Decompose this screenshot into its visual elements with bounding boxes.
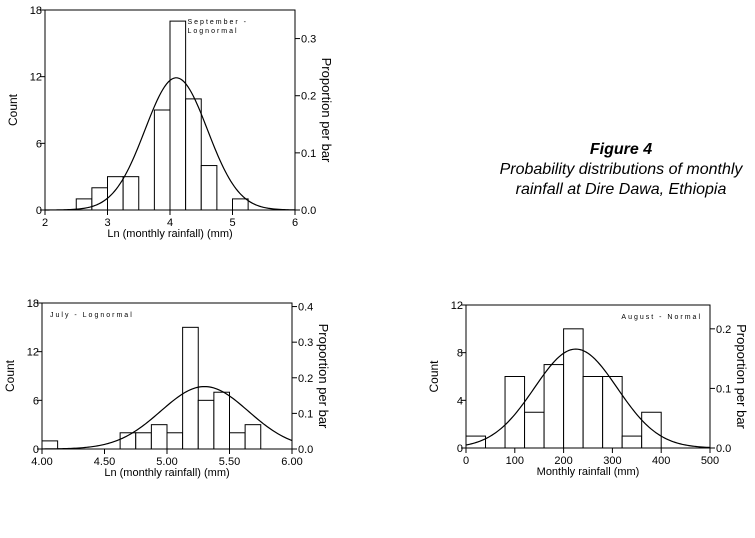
y-tick-label: 18: [30, 5, 42, 17]
y2-tick-label: 0.0: [716, 443, 731, 455]
x-tick-label: 100: [506, 455, 524, 467]
y2-tick-label: 0.4: [298, 302, 313, 314]
y-tick-label: 0: [457, 443, 463, 455]
y2-tick-label: 0.1: [298, 408, 313, 420]
x-axis-title: Ln (monthly rainfall) (mm): [104, 467, 229, 479]
figure-caption-text: Probability distributions of monthly rai…: [499, 161, 743, 198]
y-axis-title: Count: [6, 93, 20, 126]
y2-tick-label: 0.3: [298, 337, 313, 349]
histogram-bar: [200, 165, 218, 211]
x-tick-label: 400: [652, 455, 670, 467]
x-tick-label: 6.00: [281, 456, 302, 468]
y2-axis-title: Proportion per bar: [734, 324, 749, 429]
x-tick-label: 200: [554, 455, 572, 467]
x-tick-label: 4.50: [94, 456, 115, 468]
y-axis-title: Count: [427, 360, 441, 393]
x-tick-label: 4.00: [31, 456, 52, 468]
distribution-label: September -: [188, 19, 249, 26]
y2-tick-label: 0.0: [298, 444, 313, 456]
x-tick-label: 6: [292, 217, 298, 229]
distribution-label: August - Normal: [621, 314, 702, 321]
histogram-bar: [244, 424, 262, 450]
histogram-bar: [182, 326, 199, 450]
histogram-bar: [213, 391, 230, 450]
y-tick-label: 18: [27, 298, 39, 310]
x-tick-label: 2: [42, 217, 48, 229]
x-tick-label: 500: [701, 455, 719, 467]
fitted-curve: [465, 348, 711, 449]
histogram-bar: [185, 98, 202, 211]
y2-tick-label: 0.1: [301, 148, 316, 160]
y2-tick-label: 0.2: [301, 91, 316, 103]
y-tick-label: 6: [33, 395, 39, 407]
y-tick-label: 0: [36, 205, 42, 217]
y2-tick-label: 0.2: [298, 373, 313, 385]
y-tick-label: 12: [451, 300, 463, 312]
histogram-bar: [621, 435, 643, 449]
y2-tick-label: 0.0: [301, 205, 316, 217]
histogram-bar: [563, 328, 584, 449]
y-tick-label: 12: [27, 347, 39, 359]
fitted-curve: [45, 77, 296, 211]
figure-caption: Figure 4 Probability distributions of mo…: [486, 140, 755, 200]
distribution-label: July - Lognormal: [50, 312, 134, 319]
x-tick-label: 5.00: [156, 456, 177, 468]
histogram-bar: [543, 364, 565, 449]
y2-tick-label: 0.3: [301, 34, 316, 46]
y2-tick-label: 0.2: [716, 324, 731, 336]
x-axis-title: Monthly rainfall (mm): [537, 466, 640, 478]
x-tick-label: 4: [167, 217, 173, 229]
y-tick-label: 6: [36, 138, 42, 150]
figure-number: Figure 4: [589, 141, 653, 158]
histogram-bar: [602, 376, 623, 449]
histogram-bar: [582, 376, 604, 449]
y2-tick-label: 0.1: [716, 383, 731, 395]
distribution-label: Lognormal: [188, 28, 239, 35]
histogram-bar: [504, 376, 526, 449]
x-tick-label: 3: [104, 217, 110, 229]
y-tick-label: 12: [30, 72, 42, 84]
x-tick-label: 5.50: [219, 456, 240, 468]
y-tick-label: 0: [33, 444, 39, 456]
fitted-curve: [41, 385, 293, 450]
histogram-bar: [232, 198, 249, 211]
histogram-bar: [122, 176, 140, 211]
y-tick-label: 4: [457, 395, 463, 407]
y-axis-title: Count: [3, 359, 17, 392]
y2-axis-title: Proportion per bar: [319, 58, 334, 163]
histogram-bar: [641, 411, 662, 449]
x-axis-title: Ln (monthly rainfall) (mm): [107, 228, 232, 240]
histogram-bar: [524, 411, 545, 449]
x-tick-label: 0: [463, 455, 469, 467]
x-tick-label: 300: [603, 455, 621, 467]
x-tick-label: 5: [229, 217, 235, 229]
y2-axis-title: Proportion per bar: [316, 324, 331, 429]
y-tick-label: 8: [457, 348, 463, 360]
